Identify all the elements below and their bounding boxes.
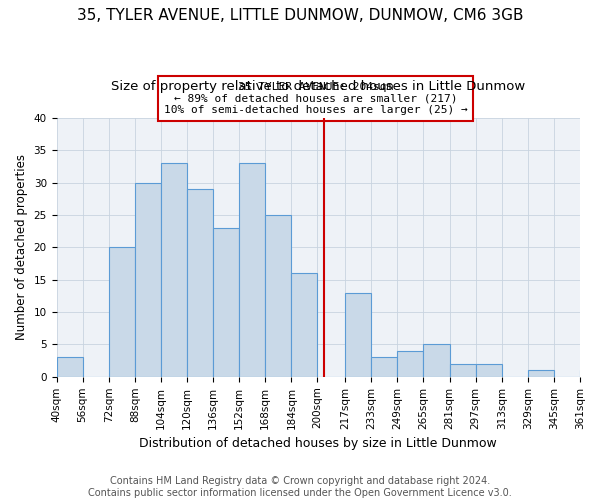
Bar bbox=[424, 344, 449, 377]
Bar bbox=[528, 370, 554, 377]
Bar bbox=[135, 182, 161, 377]
Bar bbox=[213, 228, 239, 377]
Bar bbox=[292, 273, 317, 377]
Text: Contains HM Land Registry data © Crown copyright and database right 2024.
Contai: Contains HM Land Registry data © Crown c… bbox=[88, 476, 512, 498]
Bar bbox=[371, 358, 397, 377]
Bar bbox=[187, 189, 213, 377]
Bar bbox=[265, 215, 292, 377]
Bar bbox=[476, 364, 502, 377]
Text: 35 TYLER AVENUE: 204sqm
← 89% of detached houses are smaller (217)
10% of semi-d: 35 TYLER AVENUE: 204sqm ← 89% of detache… bbox=[164, 82, 467, 115]
Bar bbox=[239, 163, 265, 377]
Bar bbox=[449, 364, 476, 377]
Bar bbox=[397, 351, 424, 377]
Bar bbox=[109, 248, 135, 377]
Y-axis label: Number of detached properties: Number of detached properties bbox=[15, 154, 28, 340]
Bar bbox=[345, 292, 371, 377]
Bar bbox=[580, 370, 600, 377]
Bar bbox=[56, 358, 83, 377]
X-axis label: Distribution of detached houses by size in Little Dunmow: Distribution of detached houses by size … bbox=[139, 437, 497, 450]
Bar bbox=[161, 163, 187, 377]
Text: 35, TYLER AVENUE, LITTLE DUNMOW, DUNMOW, CM6 3GB: 35, TYLER AVENUE, LITTLE DUNMOW, DUNMOW,… bbox=[77, 8, 523, 22]
Title: Size of property relative to detached houses in Little Dunmow: Size of property relative to detached ho… bbox=[111, 80, 526, 93]
